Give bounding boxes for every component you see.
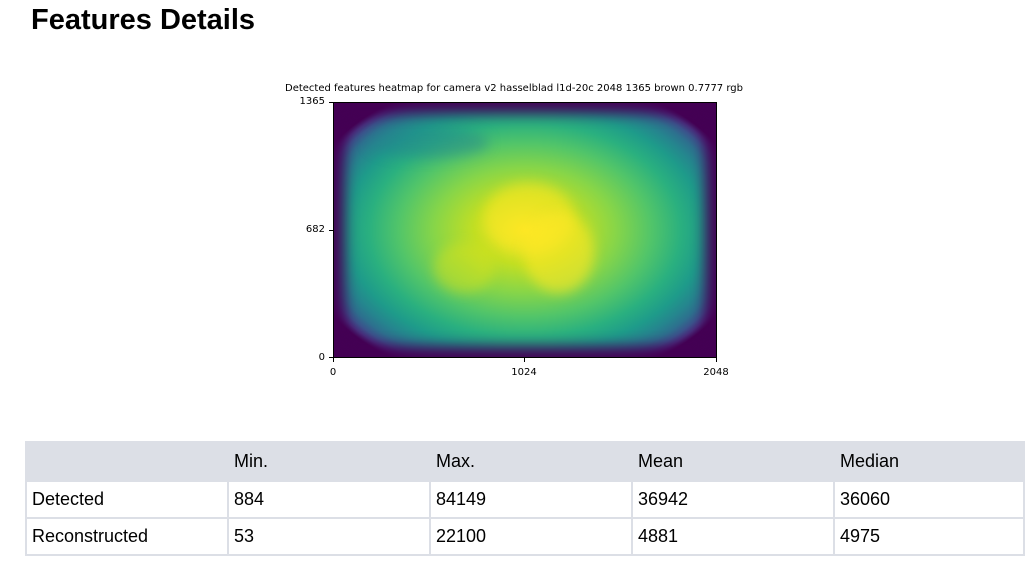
cell-mean: 36942: [631, 480, 835, 519]
x-tick-label: 2048: [703, 367, 729, 378]
x-tick-1024: [524, 358, 525, 362]
features-stats-table: Min. Max. Mean Median Detected 884 84149…: [25, 441, 1025, 556]
chart-title: Detected features heatmap for camera v2 …: [285, 83, 743, 94]
cell-median: 4975: [833, 517, 1025, 556]
y-tick-label: 682: [305, 224, 325, 235]
y-tick-1365: [329, 102, 333, 103]
y-tick-682: [329, 230, 333, 231]
row-label: Detected: [25, 480, 229, 519]
cell-min: 53: [227, 517, 431, 556]
cell-max: 22100: [429, 517, 633, 556]
x-tick-label: 1024: [511, 367, 537, 378]
x-tick-0: [333, 358, 334, 362]
heatmap-image: [334, 103, 716, 357]
table-header-row: Min. Max. Mean Median: [25, 441, 1025, 482]
table-row: Detected 884 84149 36942 36060: [25, 480, 1025, 519]
header-cell-max: Max.: [429, 441, 633, 482]
x-tick-2048: [716, 358, 717, 362]
cell-min: 884: [227, 480, 431, 519]
heatmap-figure: Detected features heatmap for camera v2 …: [285, 83, 743, 378]
header-cell-empty: [25, 441, 229, 482]
heatmap-plot-area: [333, 102, 717, 358]
header-cell-mean: Mean: [631, 441, 835, 482]
y-tick-label: 1365: [299, 96, 325, 107]
page-title: Features Details: [31, 4, 256, 36]
y-tick-0: [329, 357, 333, 358]
header-cell-median: Median: [833, 441, 1025, 482]
x-tick-label: 0: [329, 367, 337, 378]
cell-mean: 4881: [631, 517, 835, 556]
table-row: Reconstructed 53 22100 4881 4975: [25, 517, 1025, 556]
row-label: Reconstructed: [25, 517, 229, 556]
cell-median: 36060: [833, 480, 1025, 519]
y-tick-label: 0: [318, 352, 325, 363]
cell-max: 84149: [429, 480, 633, 519]
header-cell-min: Min.: [227, 441, 431, 482]
